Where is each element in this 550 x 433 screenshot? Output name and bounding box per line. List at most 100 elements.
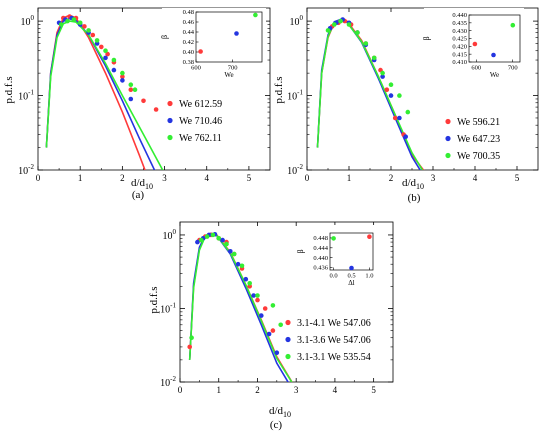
data-point — [262, 306, 268, 311]
data-point — [71, 17, 77, 22]
inset-x-tick-label: 0.5 — [347, 273, 355, 280]
data-point — [247, 281, 252, 286]
chart-panel-3: 0 1 2 3 4 5 100 10-1 10-2 p.d.f.s d/d10(c) 3.1-4.1 … — [148, 221, 394, 431]
inset-data-point — [349, 265, 354, 271]
inset-x-axis-label: We — [224, 71, 233, 79]
inset-y-tick-label: 0.415 — [452, 51, 467, 58]
data-point — [239, 263, 245, 269]
x-tick-label: 0 — [36, 173, 41, 183]
legend-marker — [167, 100, 173, 107]
data-point — [77, 20, 83, 26]
legend-label: We 762.11 — [179, 133, 222, 144]
data-point — [224, 241, 229, 247]
data-point — [332, 22, 337, 27]
legend-marker — [445, 135, 451, 142]
data-point — [397, 93, 402, 98]
inset-y-tick-label: 0.436 — [313, 265, 328, 272]
data-point — [128, 87, 134, 92]
data-point — [128, 96, 134, 102]
fit-curve — [188, 233, 293, 382]
inset-y-tick-label: 0.40 — [183, 49, 194, 56]
data-point — [388, 93, 394, 98]
data-point — [371, 55, 377, 61]
y-tick-label: 10-2 — [287, 163, 303, 177]
data-point — [384, 87, 390, 92]
legend-label: We 647.23 — [457, 134, 500, 145]
data-point — [388, 82, 394, 87]
y-tick-label: 100 — [290, 14, 304, 28]
data-point — [363, 41, 369, 46]
chart-panel-1: 0 1 2 3 4 5 100 10-1 10-2 p.d.f.s d/d10(a) We 612.5… — [3, 7, 271, 201]
data-point — [103, 48, 108, 53]
inset-y-tick-label: 0.440 — [452, 12, 467, 19]
x-tick-label: 5 — [371, 385, 376, 395]
legend-marker — [445, 152, 451, 159]
inset-data-point — [472, 41, 478, 47]
inset-y-axis-label: β — [296, 249, 305, 253]
inset-y-tick-label: 0.425 — [452, 36, 467, 43]
inset-background — [162, 8, 266, 86]
panel-label: (c) — [270, 419, 283, 431]
inset-y-tick-label: 0.444 — [313, 245, 328, 252]
data-point — [397, 115, 402, 121]
y-axis-label: p.d.f.s — [273, 76, 285, 103]
data-point — [346, 22, 352, 27]
legend-marker — [167, 117, 173, 124]
data-point — [403, 134, 409, 139]
data-point — [380, 74, 385, 79]
data-point — [65, 18, 70, 24]
inset-x-tick-label: 700 — [508, 65, 518, 72]
x-tick-label: 3 — [294, 385, 299, 395]
inset-y-tick-label: 0.38 — [183, 59, 194, 66]
y-tick-label: 10-2 — [18, 163, 34, 177]
inset-data-point — [331, 236, 336, 241]
data-point — [274, 350, 280, 356]
plot-frame — [179, 221, 394, 383]
data-point — [103, 55, 108, 61]
data-point — [199, 237, 204, 243]
x-tick-label: 5 — [515, 173, 520, 183]
data-point — [58, 22, 64, 27]
fit-curve — [188, 232, 289, 382]
inset-y-tick-label: 0.46 — [183, 19, 195, 26]
x-tick-label: 5 — [247, 173, 252, 183]
x-tick-label: 2 — [120, 173, 125, 183]
data-point — [405, 109, 411, 115]
inset-y-tick-label: 0.48 — [183, 9, 194, 16]
data-point — [82, 24, 87, 29]
inset-x-tick-label: 1.0 — [365, 273, 373, 280]
inset-background — [298, 225, 388, 295]
y-tick-label: 10-1 — [18, 89, 34, 103]
inset-data-point — [234, 31, 239, 36]
x-axis-label: d/d10 — [402, 177, 424, 191]
data-point — [141, 98, 146, 104]
data-point — [99, 44, 104, 50]
x-tick-label: 0 — [305, 173, 310, 183]
y-axis-label: p.d.f.s — [148, 286, 160, 313]
chart-panel-2: 0 1 2 3 4 5 100 10-1 10-2 p.d.f.s d/d10(b) We 596.2… — [273, 7, 539, 204]
data-point — [278, 322, 284, 328]
inset-frame — [195, 11, 263, 63]
x-tick-label: 4 — [333, 385, 338, 395]
inset-data-point — [367, 234, 372, 239]
inset-data-point — [198, 49, 203, 54]
data-point — [128, 82, 134, 87]
panel-label: (b) — [408, 192, 421, 204]
legend-label: We 612.59 — [179, 99, 222, 110]
data-point — [210, 232, 216, 238]
legend-label: 3.1-3.6 We 547.06 — [297, 335, 371, 346]
inset-y-tick-label: 0.44 — [183, 29, 195, 36]
inset-x-tick-label: 0.0 — [330, 273, 338, 280]
fit-curve — [45, 17, 156, 170]
data-point — [86, 28, 91, 33]
data-point — [111, 67, 117, 73]
fit-curve — [188, 232, 293, 382]
data-point — [243, 276, 249, 282]
data-point — [255, 293, 260, 298]
data-point — [111, 57, 117, 63]
data-point — [120, 78, 125, 83]
inset-x-axis-label: We — [490, 71, 499, 79]
data-point — [325, 28, 331, 33]
data-point — [94, 38, 100, 43]
